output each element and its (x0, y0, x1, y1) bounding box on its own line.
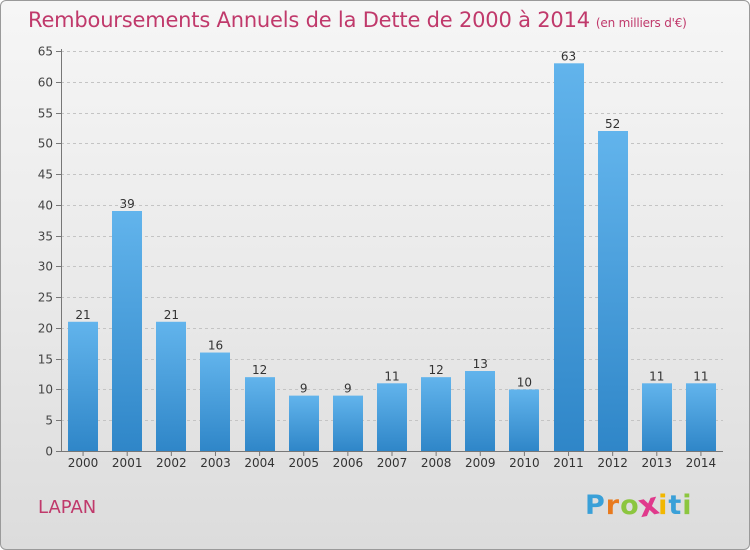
logo-letter: r (605, 490, 621, 521)
y-tick-label: 40 (38, 199, 53, 213)
bar (465, 371, 495, 451)
bar (509, 389, 539, 451)
logo-letter: i (658, 490, 669, 521)
y-tick-label: 30 (38, 260, 53, 274)
y-tick-label: 5 (45, 414, 53, 428)
logo-letter: P (585, 490, 606, 521)
bar-value-label: 63 (561, 49, 576, 63)
x-tick-label: 2011 (553, 456, 584, 470)
x-tick-label: 2014 (686, 456, 717, 470)
bar-value-label: 52 (605, 117, 620, 131)
bar-value-label: 12 (428, 363, 443, 377)
bar (686, 383, 716, 451)
bar-value-label: 11 (384, 369, 399, 383)
y-tick-label: 20 (38, 322, 53, 336)
bar-value-label: 9 (300, 382, 308, 396)
chart-title: Remboursements Annuels de la Dette de 20… (28, 8, 687, 32)
logo-letter: t (668, 490, 683, 521)
bar-value-label: 9 (344, 382, 352, 396)
x-tick-label: 2006 (333, 456, 364, 470)
y-tick-label: 65 (38, 45, 53, 59)
bar-value-label: 16 (208, 339, 223, 353)
x-tick-label: 2007 (377, 456, 408, 470)
x-tick-label: 2002 (156, 456, 187, 470)
bar-value-label: 21 (164, 308, 179, 322)
bar-value-label: 12 (252, 363, 267, 377)
bars: 21 39 21 16 12 9 9 11 12 13 10 63 52 11 11 (68, 49, 716, 452)
y-tick-label: 15 (38, 353, 53, 367)
y-tick-label: 0 (45, 445, 53, 459)
bar-value-label: 21 (75, 308, 90, 322)
unit-label: (en milliers d'€) (595, 16, 687, 30)
y-tick-label: 10 (38, 383, 53, 397)
bar-value-label: 13 (473, 357, 488, 371)
x-tick-label: 2010 (509, 456, 540, 470)
y-tick-label: 45 (38, 168, 53, 182)
x-tick-label: 2013 (642, 456, 673, 470)
bar (156, 321, 186, 451)
bar-value-label: 11 (649, 369, 664, 383)
axes: 0 5 10 15 20 25 30 35 40 45 50 55 60 65 2000 2001 2002 20… (38, 45, 723, 470)
bar (200, 352, 230, 451)
bar (642, 383, 672, 451)
x-tick-label: 2008 (421, 456, 452, 470)
x-tick-label: 2000 (68, 456, 99, 470)
x-tick-label: 2004 (244, 456, 275, 470)
bar-value-label: 39 (120, 197, 135, 211)
x-tick-label: 2001 (112, 456, 143, 470)
bar (333, 395, 363, 451)
chart-title-text: Remboursements Annuels de la Dette de 20… (28, 8, 590, 32)
bar (289, 395, 319, 451)
y-tick-label: 60 (38, 76, 53, 90)
bar-value-label: 11 (693, 369, 708, 383)
bar (377, 383, 407, 451)
bar (112, 211, 142, 451)
y-tick-label: 35 (38, 230, 53, 244)
bar (598, 131, 628, 451)
bar (68, 321, 98, 451)
x-tick-label: 2012 (597, 456, 628, 470)
logo-letter: i (682, 490, 693, 521)
bar (421, 377, 451, 451)
x-tick-label: 2009 (465, 456, 496, 470)
proxiti-logo: Proxiti (585, 486, 693, 525)
x-tick-label: 2003 (200, 456, 231, 470)
bar (554, 63, 584, 452)
y-tick-label: 55 (38, 107, 53, 121)
bar-value-label: 10 (517, 375, 532, 389)
y-tick-label: 25 (38, 291, 53, 305)
y-tick-label: 50 (38, 137, 53, 151)
bar (245, 377, 275, 451)
location-label: LAPAN (38, 497, 97, 518)
x-tick-label: 2005 (288, 456, 319, 470)
logo-letter: o (620, 490, 640, 521)
